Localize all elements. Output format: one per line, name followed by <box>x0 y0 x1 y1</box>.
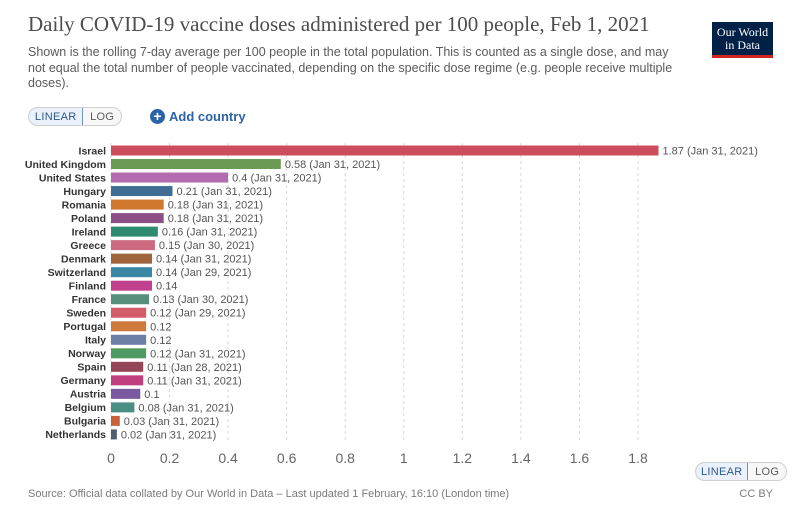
bar-united-kingdom[interactable] <box>111 159 281 170</box>
country-label-austria: Austria <box>70 389 106 401</box>
country-label-portugal: Portugal <box>63 321 106 333</box>
value-label-austria: 0.1 <box>144 389 159 401</box>
logo-strip <box>712 55 773 58</box>
bar-switzerland[interactable] <box>111 267 152 278</box>
linear-scale-button[interactable]: LINEAR <box>29 108 84 125</box>
x-tick-label: 1 <box>400 450 408 466</box>
chart-subtitle: Shown is the rolling 7-day average per 1… <box>28 45 673 90</box>
scale-toggle-bottom: LINEAR LOG <box>695 462 787 481</box>
country-label-bulgaria: Bulgaria <box>64 416 106 428</box>
x-tick-label: 0 <box>107 450 115 466</box>
value-label-ireland: 0.16 (Jan 31, 2021) <box>162 227 257 239</box>
bar-austria[interactable] <box>111 388 141 399</box>
linear-scale-button-bottom[interactable]: LINEAR <box>696 463 749 480</box>
bar-romania[interactable] <box>111 199 164 210</box>
bar-poland[interactable] <box>111 213 164 224</box>
bar-bulgaria[interactable] <box>111 415 120 426</box>
value-label-italy: 0.12 <box>150 335 171 347</box>
value-label-united-states: 0.4 (Jan 31, 2021) <box>232 173 321 185</box>
bar-finland[interactable] <box>111 280 152 291</box>
country-label-finland: Finland <box>69 281 106 293</box>
bar-spain[interactable] <box>111 361 144 372</box>
bar-netherlands[interactable] <box>111 429 117 440</box>
add-country-button[interactable]: + Add country <box>150 107 246 125</box>
country-label-ireland: Ireland <box>72 226 106 238</box>
country-label-poland: Poland <box>71 213 106 225</box>
bar-greece[interactable] <box>111 240 155 251</box>
license-link[interactable]: CC BY <box>739 488 773 500</box>
bar-france[interactable] <box>111 294 150 305</box>
value-label-denmark: 0.14 (Jan 31, 2021) <box>156 254 251 266</box>
bar-sweden[interactable] <box>111 307 147 318</box>
bar-italy[interactable] <box>111 334 147 345</box>
chart-title: Daily COVID-19 vaccine doses administere… <box>28 12 650 36</box>
country-label-belgium: Belgium <box>65 402 106 414</box>
bar-ireland[interactable] <box>111 226 158 237</box>
country-label-germany: Germany <box>60 375 106 387</box>
country-label-spain: Spain <box>77 362 106 374</box>
bar-hungary[interactable] <box>111 186 173 197</box>
country-label-sweden: Sweden <box>66 308 106 320</box>
logo-line-2: in Data <box>725 38 760 52</box>
bar-portugal[interactable] <box>111 321 147 332</box>
logo-line-1: Our World <box>716 25 769 39</box>
value-label-finland: 0.14 <box>156 281 177 293</box>
country-label-israel: Israel <box>79 145 107 157</box>
log-scale-button-bottom[interactable]: LOG <box>755 465 780 478</box>
country-label-norway: Norway <box>68 348 106 360</box>
value-label-netherlands: 0.02 (Jan 31, 2021) <box>121 429 216 441</box>
x-tick-label: 0.6 <box>277 450 297 466</box>
x-tick-label: 1.8 <box>628 450 648 466</box>
country-label-italy: Italy <box>85 335 106 347</box>
value-label-norway: 0.12 (Jan 31, 2021) <box>150 348 245 360</box>
value-label-hungary: 0.21 (Jan 31, 2021) <box>176 186 271 198</box>
country-label-hungary: Hungary <box>63 186 106 198</box>
value-label-greece: 0.15 (Jan 30, 2021) <box>159 240 254 252</box>
bar-israel[interactable] <box>111 145 659 156</box>
value-label-bulgaria: 0.03 (Jan 31, 2021) <box>124 416 219 428</box>
x-tick-label: 1.4 <box>511 450 531 466</box>
country-label-united-states: United States <box>39 172 106 184</box>
owid-logo[interactable]: Our World in Data <box>712 22 773 58</box>
plus-circle-icon: + <box>150 108 165 124</box>
bar-germany[interactable] <box>111 375 144 386</box>
country-label-greece: Greece <box>70 240 106 252</box>
value-label-sweden: 0.12 (Jan 29, 2021) <box>150 308 245 320</box>
value-label-switzerland: 0.14 (Jan 29, 2021) <box>156 267 251 279</box>
log-scale-button[interactable]: LOG <box>90 110 115 123</box>
bar-belgium[interactable] <box>111 402 135 413</box>
country-label-france: France <box>72 294 107 306</box>
country-label-united-kingdom: United Kingdom <box>25 159 106 171</box>
x-tick-label: 0.4 <box>218 450 238 466</box>
x-tick-label: 0.2 <box>160 450 180 466</box>
value-label-france: 0.13 (Jan 30, 2021) <box>153 294 248 306</box>
bar-denmark[interactable] <box>111 253 152 264</box>
value-label-germany: 0.11 (Jan 31, 2021) <box>147 375 242 387</box>
bar-norway[interactable] <box>111 348 147 359</box>
value-label-romania: 0.18 (Jan 31, 2021) <box>168 200 263 212</box>
country-label-denmark: Denmark <box>61 253 106 265</box>
value-label-belgium: 0.08 (Jan 31, 2021) <box>138 402 233 414</box>
x-tick-label: 1.2 <box>453 450 473 466</box>
add-country-label: Add country <box>169 108 246 124</box>
value-label-poland: 0.18 (Jan 31, 2021) <box>168 213 263 225</box>
country-label-romania: Romania <box>62 199 107 211</box>
country-label-netherlands: Netherlands <box>45 429 106 441</box>
scale-toggle-top: LINEAR LOG <box>28 107 122 126</box>
bar-united-states[interactable] <box>111 172 229 183</box>
value-label-israel: 1.87 (Jan 31, 2021) <box>663 146 758 158</box>
source-note: Source: Official data collated by Our Wo… <box>28 488 510 500</box>
country-label-switzerland: Switzerland <box>48 267 106 279</box>
x-tick-label: 0.8 <box>335 450 355 466</box>
value-label-united-kingdom: 0.58 (Jan 31, 2021) <box>285 159 380 171</box>
x-tick-label: 1.6 <box>570 450 590 466</box>
value-label-spain: 0.11 (Jan 28, 2021) <box>147 362 242 374</box>
value-label-portugal: 0.12 <box>150 321 171 333</box>
